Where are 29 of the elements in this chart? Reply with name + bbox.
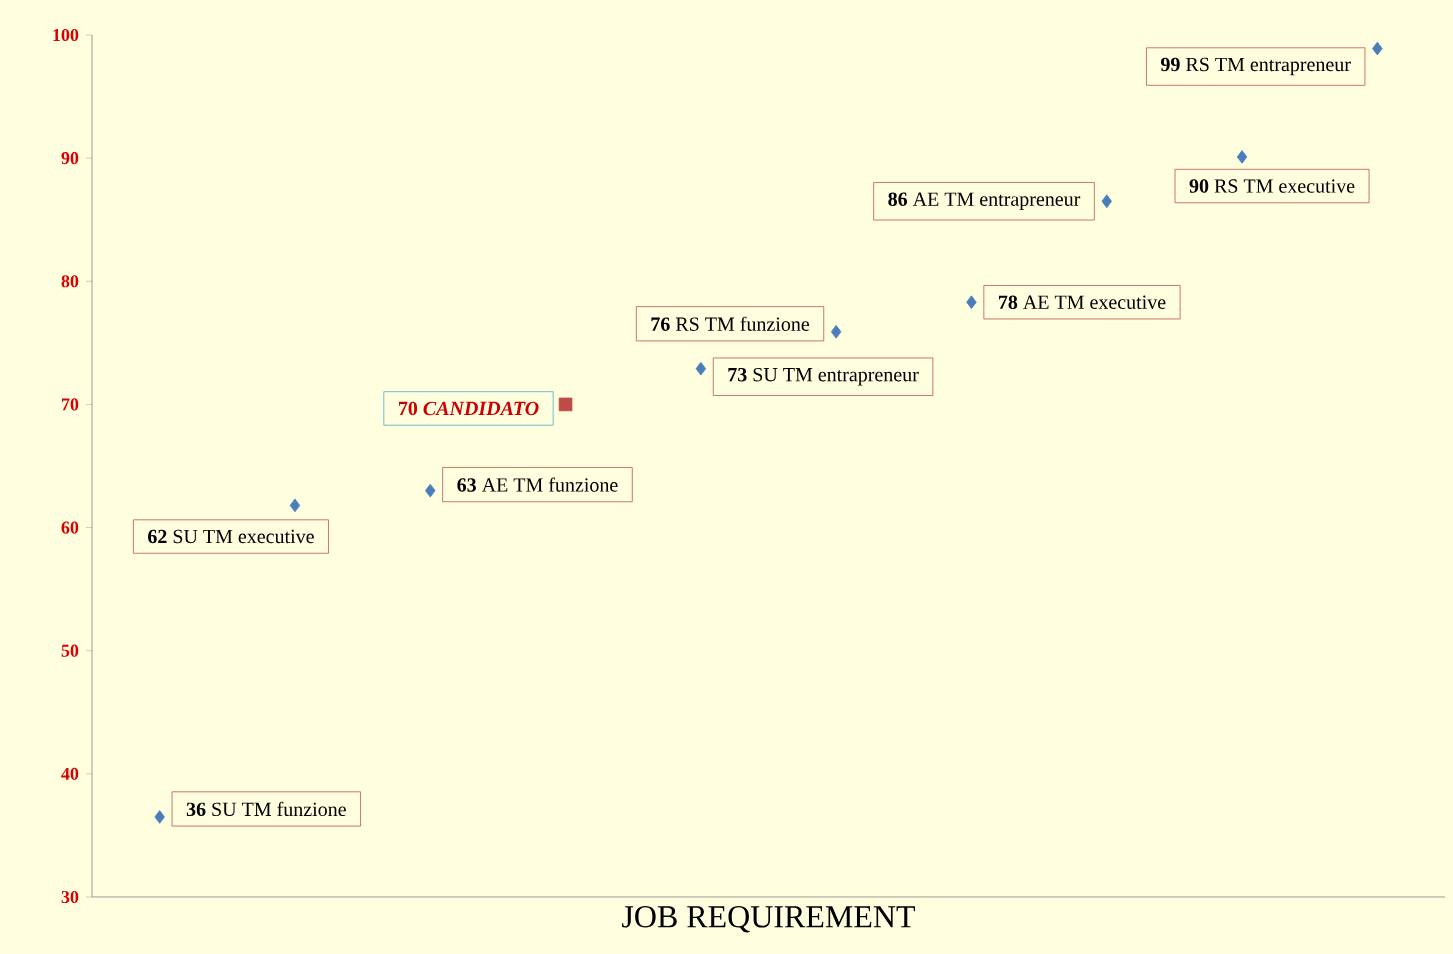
point [558, 397, 573, 412]
point [289, 498, 301, 513]
data-label: 90 RS TM executive [1189, 179, 1355, 193]
y-tick-label: 60 [61, 521, 79, 534]
y-tick-label: 70 [61, 398, 79, 411]
y-tick-label: 40 [61, 767, 79, 780]
point [1236, 150, 1248, 164]
point [425, 483, 436, 498]
point [1372, 41, 1383, 56]
point [154, 810, 165, 824]
data-label: 70 CANDIDATO [398, 401, 539, 416]
y-tick-label: 50 [61, 644, 79, 657]
data-label: 86 AE TM entrapreneur [888, 192, 1081, 211]
point [966, 295, 977, 310]
y-tick-label: 100 [53, 28, 79, 42]
data-label: 78 AE TM executive [998, 295, 1166, 309]
data-label: 62 SU TM executive [148, 529, 314, 544]
data-label: 73 SU TM entrapreneur [728, 367, 919, 386]
point [830, 324, 842, 339]
data-label: 99 RS TM entrapreneur [1160, 57, 1351, 76]
data-label: 63 AE TM funzione [457, 477, 618, 492]
x-axis-title: JOB REQUIREMENT [622, 906, 916, 933]
y-tick-label: 90 [61, 152, 79, 165]
point [695, 361, 707, 376]
data-label: 76 RS TM funzione [651, 316, 810, 331]
point [1101, 194, 1112, 209]
data-label: 36 SU TM funzione [186, 801, 346, 817]
y-tick-label: 80 [61, 275, 79, 288]
y-tick-label: 30 [61, 890, 79, 904]
